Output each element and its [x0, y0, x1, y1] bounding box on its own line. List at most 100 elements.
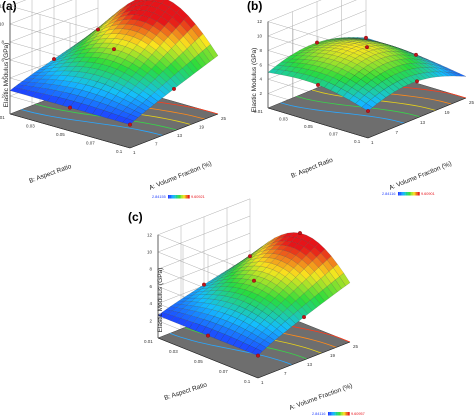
y-tick-label: 0.07 — [219, 369, 228, 374]
x-tick-label: 19 — [330, 353, 336, 358]
y-axis-title: B: Aspect Ratio — [163, 381, 208, 402]
legend-swatch — [401, 192, 403, 196]
grid-line — [9, 0, 27, 7]
x-tick-label: 25 — [469, 100, 474, 105]
design-point — [302, 315, 306, 320]
y-tick-label: 0.07 — [86, 141, 95, 146]
legend-swatch — [347, 412, 349, 416]
z-tick-label: 8 — [259, 48, 262, 53]
z-tick-label: 2 — [1, 94, 4, 99]
legend-low-value: 2.84116 — [382, 192, 395, 196]
x-tick-label: 19 — [445, 110, 451, 115]
z-tick-label: 2 — [259, 91, 262, 96]
y-tick-label: 0.1 — [116, 149, 123, 154]
y-tick-label: 0.05 — [304, 124, 313, 129]
panel-b: (b) 1 7 13 19 25 0.01 0.03 0.05 0.07 0.1 2 4 6 8 10 12 A… — [247, 0, 474, 196]
z-tick-label: 12 — [0, 4, 4, 9]
y-tick-label: 0.03 — [26, 124, 35, 129]
legend-swatch — [188, 195, 190, 199]
surface-patch — [206, 44, 219, 59]
design-point — [252, 278, 256, 283]
legend-swatch — [400, 192, 402, 196]
y-tick-label: 0.05 — [56, 132, 65, 137]
panel-c-label: (c) — [128, 210, 143, 224]
legend-swatch — [338, 412, 341, 416]
design-point — [415, 79, 419, 84]
x-axis-title: A: Volume Fraction (%) — [288, 382, 353, 411]
x-axis-title: A: Volume Fraction (%) — [148, 160, 213, 192]
design-point — [364, 35, 368, 40]
legend-swatch — [406, 192, 408, 196]
surface-patch — [138, 0, 148, 2]
x-tick-label: 13 — [307, 362, 313, 367]
design-point — [365, 45, 369, 50]
x-axis-line — [367, 97, 467, 139]
floor-contour — [296, 96, 421, 118]
color-legend: 2.84116 9.60957 — [312, 412, 365, 416]
legend-swatch — [183, 195, 185, 199]
x-tick-label: 13 — [177, 133, 183, 138]
z-tick-label: 6 — [1, 58, 4, 63]
legend-swatch — [402, 192, 405, 196]
legend-swatch — [335, 412, 337, 416]
design-point — [248, 254, 252, 259]
legend-swatch — [344, 412, 347, 416]
y-axis-title: B: Aspect Ratio — [290, 157, 334, 180]
y-axis-line — [9, 113, 131, 149]
z-tick-label: 2 — [149, 318, 152, 323]
y-tick-label: 0.1 — [354, 139, 361, 144]
x-tick-label: 25 — [221, 116, 227, 121]
legend-swatch — [410, 192, 412, 196]
legend-swatch — [417, 192, 419, 196]
legend-swatch — [399, 192, 401, 196]
z-tick-label: 6 — [149, 284, 152, 289]
legend-swatch — [416, 192, 418, 196]
design-point — [96, 27, 100, 32]
legend-swatch — [332, 412, 335, 416]
x-tick-label: 1 — [133, 150, 136, 155]
legend-swatch — [405, 192, 407, 196]
z-axis-title: Elastic Modulus (GPa) — [251, 48, 258, 113]
design-point — [128, 122, 132, 127]
z-tick-label: 4 — [149, 301, 152, 306]
legend-swatch — [174, 195, 176, 199]
legend-swatch — [411, 192, 413, 196]
design-point — [315, 40, 319, 45]
y-tick-label: 0.01 — [254, 109, 263, 114]
x-tick-label: 13 — [420, 120, 426, 125]
legend-swatch — [176, 195, 178, 199]
x-axis-line — [129, 113, 219, 149]
x-axis-line — [257, 341, 351, 379]
legend-swatch — [169, 195, 171, 199]
design-point — [52, 57, 56, 62]
z-tick-label: 12 — [257, 19, 263, 24]
legend-swatch — [348, 412, 350, 416]
legend-swatch — [414, 192, 417, 196]
legend-swatch — [184, 195, 187, 199]
legend-swatch — [337, 412, 339, 416]
design-point — [68, 105, 72, 110]
legend-swatch — [413, 192, 415, 196]
x-tick-label: 7 — [396, 130, 399, 135]
design-point — [202, 282, 206, 287]
z-tick-label: 8 — [149, 267, 152, 272]
x-tick-label: 19 — [199, 125, 205, 130]
design-point — [298, 231, 302, 236]
legend-swatch — [408, 192, 411, 196]
x-tick-label: 1 — [371, 140, 374, 145]
legend-swatch — [412, 192, 414, 196]
floor-contour — [280, 102, 405, 124]
x-tick-label: 1 — [261, 380, 264, 385]
legend-swatch — [182, 195, 184, 199]
floor-contour — [169, 332, 293, 366]
y-axis-title: B: Aspect Ratio — [28, 163, 73, 185]
panel-a-label: (a) — [2, 0, 17, 13]
design-point — [256, 353, 260, 358]
z-tick-label: 8 — [1, 40, 4, 45]
legend-swatch — [398, 192, 400, 196]
legend-swatch — [171, 195, 173, 199]
design-point — [366, 109, 370, 113]
x-axis-title: A: Volume Fraction (%) — [388, 160, 453, 192]
legend-swatch — [175, 195, 177, 199]
